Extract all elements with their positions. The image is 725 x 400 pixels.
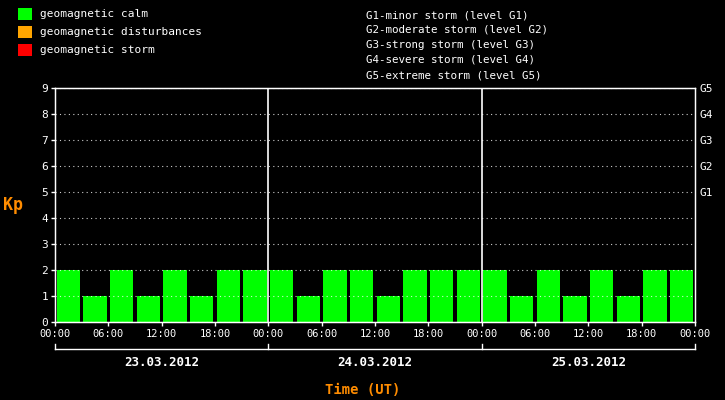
Bar [323, 270, 347, 322]
Bar [616, 296, 640, 322]
Bar [136, 296, 160, 322]
Bar [270, 270, 294, 322]
Bar [217, 270, 240, 322]
Text: geomagnetic storm: geomagnetic storm [40, 45, 154, 55]
Bar [83, 296, 107, 322]
Bar [244, 270, 267, 322]
Bar [297, 296, 320, 322]
Text: geomagnetic disturbances: geomagnetic disturbances [40, 27, 202, 37]
Text: G2-moderate storm (level G2): G2-moderate storm (level G2) [366, 25, 548, 35]
Bar [163, 270, 187, 322]
Text: geomagnetic calm: geomagnetic calm [40, 9, 148, 19]
Text: Kp: Kp [4, 196, 23, 214]
Text: G1-minor storm (level G1): G1-minor storm (level G1) [366, 10, 529, 20]
Bar [536, 270, 560, 322]
Text: 25.03.2012: 25.03.2012 [551, 356, 626, 368]
Bar [403, 270, 427, 322]
Text: G4-severe storm (level G4): G4-severe storm (level G4) [366, 55, 535, 65]
Text: 23.03.2012: 23.03.2012 [124, 356, 199, 368]
Bar [457, 270, 480, 322]
Text: 24.03.2012: 24.03.2012 [338, 356, 413, 368]
Bar [510, 296, 534, 322]
Text: Time (UT): Time (UT) [325, 383, 400, 397]
Text: G3-strong storm (level G3): G3-strong storm (level G3) [366, 40, 535, 50]
Bar [430, 270, 453, 322]
Bar [110, 270, 133, 322]
Bar [563, 296, 587, 322]
Bar [643, 270, 667, 322]
Bar [350, 270, 373, 322]
Text: G5-extreme storm (level G5): G5-extreme storm (level G5) [366, 70, 542, 80]
Bar [670, 270, 693, 322]
Bar [590, 270, 613, 322]
Bar [484, 270, 507, 322]
Bar [57, 270, 80, 322]
Bar [190, 296, 213, 322]
Bar [376, 296, 400, 322]
